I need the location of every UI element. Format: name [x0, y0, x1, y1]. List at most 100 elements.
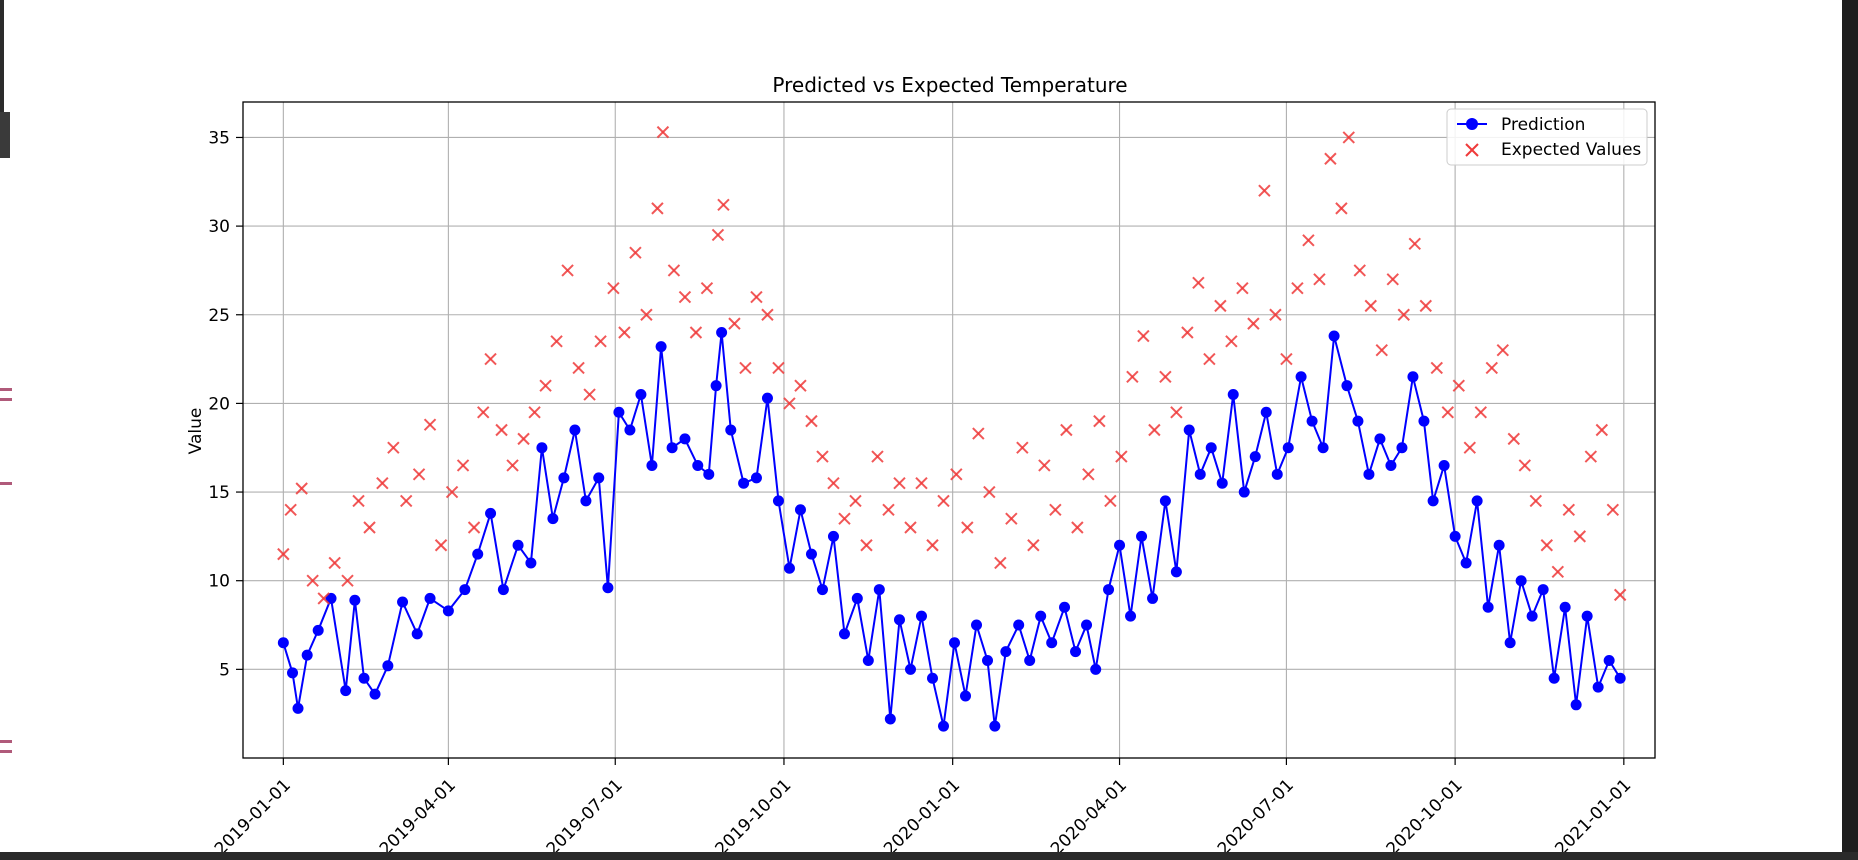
- expected-point: [805, 414, 818, 428]
- prediction-point: [772, 495, 784, 507]
- expected-point: [1049, 503, 1062, 516]
- prediction-point: [580, 495, 592, 507]
- prediction-point: [485, 507, 497, 519]
- expected-point: [376, 476, 389, 490]
- prediction-point: [937, 720, 949, 732]
- prediction-point: [1183, 424, 1195, 436]
- prediction-point: [1114, 539, 1126, 551]
- prediction-point: [1592, 681, 1604, 693]
- expected-point: [434, 539, 448, 552]
- prediction-point: [1238, 486, 1250, 498]
- prediction-point: [1438, 459, 1450, 471]
- prediction-point: [1559, 601, 1571, 613]
- prediction-point: [949, 637, 961, 649]
- prediction-point: [1352, 415, 1364, 427]
- prediction-point: [472, 548, 484, 560]
- y-tick-label: 25: [208, 306, 230, 326]
- prediction-point: [411, 628, 423, 640]
- prediction-point: [1374, 433, 1386, 445]
- expected-point: [1115, 450, 1128, 463]
- x-tick-label: 2020-07-01: [1214, 775, 1298, 852]
- prediction-point: [1427, 495, 1439, 507]
- prediction-point: [1216, 477, 1228, 489]
- expected-point: [328, 556, 341, 570]
- prediction-point: [1515, 575, 1527, 587]
- background-bottom-bar: [0, 852, 1858, 860]
- prediction-point: [1407, 371, 1419, 383]
- prediction-point: [312, 624, 324, 636]
- prediction-point: [1059, 601, 1071, 613]
- expected-point: [717, 198, 730, 212]
- expected-point: [994, 556, 1007, 570]
- expected-point: [423, 418, 437, 431]
- expected-point: [882, 503, 895, 516]
- prediction-point: [1504, 637, 1516, 649]
- expected-point: [838, 512, 851, 525]
- expected-point: [277, 547, 290, 561]
- prediction-point: [1194, 468, 1206, 480]
- expected-point: [618, 326, 631, 339]
- prediction-point: [805, 548, 817, 560]
- expected-point: [1005, 512, 1018, 525]
- expected-point: [467, 521, 481, 534]
- prediction-point: [1548, 672, 1560, 684]
- expected-point: [550, 335, 563, 348]
- expected-point: [506, 459, 519, 472]
- prediction-point: [497, 584, 509, 596]
- legend: Prediction Expected Values: [1446, 108, 1648, 166]
- expected-point: [1192, 276, 1205, 290]
- prediction-point: [873, 584, 885, 596]
- expected-point: [1324, 152, 1337, 165]
- prediction-point: [884, 713, 896, 725]
- prediction-point: [277, 637, 289, 649]
- expected-point: [341, 574, 354, 587]
- expected-series: [277, 125, 1627, 605]
- prediction-point: [1570, 699, 1582, 711]
- prediction-point: [459, 584, 471, 596]
- prediction-point: [716, 326, 728, 338]
- prediction-point: [703, 468, 715, 480]
- expected-point: [860, 539, 873, 552]
- prediction-point: [1363, 468, 1375, 480]
- expected-point: [1606, 503, 1620, 516]
- x-tick-label: 2019-01-01: [211, 775, 295, 852]
- expected-point: [750, 290, 763, 304]
- expected-point: [1148, 423, 1161, 437]
- expected-point: [904, 521, 917, 534]
- expected-point: [1375, 344, 1388, 357]
- expected-point: [871, 450, 884, 463]
- prediction-line: [282, 332, 1622, 727]
- prediction-point: [783, 562, 795, 574]
- prediction-point: [569, 424, 581, 436]
- prediction-point: [692, 459, 704, 471]
- expected-point: [1441, 406, 1454, 419]
- expected-point: [711, 228, 725, 242]
- expected-point: [1126, 370, 1139, 384]
- prediction-point: [1260, 406, 1272, 418]
- expected-point: [1551, 565, 1565, 579]
- prediction-point: [1013, 619, 1025, 631]
- expected-point: [1518, 459, 1532, 472]
- prediction-point: [613, 406, 625, 418]
- prediction-point: [1295, 371, 1307, 383]
- y-tick-label: 30: [208, 217, 230, 237]
- prediction-point: [287, 667, 299, 679]
- expected-point: [983, 485, 996, 499]
- prediction-point: [397, 596, 409, 608]
- expected-point: [1342, 131, 1355, 144]
- prediction-point: [893, 614, 905, 626]
- legend-expected-marker: [1465, 143, 1479, 157]
- expected-point: [1071, 521, 1084, 534]
- prediction-point: [1482, 601, 1494, 613]
- expected-point: [607, 281, 620, 295]
- expected-point: [1302, 234, 1315, 247]
- prediction-point: [424, 592, 436, 604]
- prediction-point: [710, 380, 722, 392]
- prediction-point: [725, 424, 737, 436]
- prediction-point: [1170, 566, 1182, 578]
- expected-point: [640, 308, 653, 321]
- prediction-point: [646, 459, 658, 471]
- expected-point: [1485, 361, 1499, 375]
- expected-point: [1430, 361, 1443, 375]
- prediction-point: [971, 619, 983, 631]
